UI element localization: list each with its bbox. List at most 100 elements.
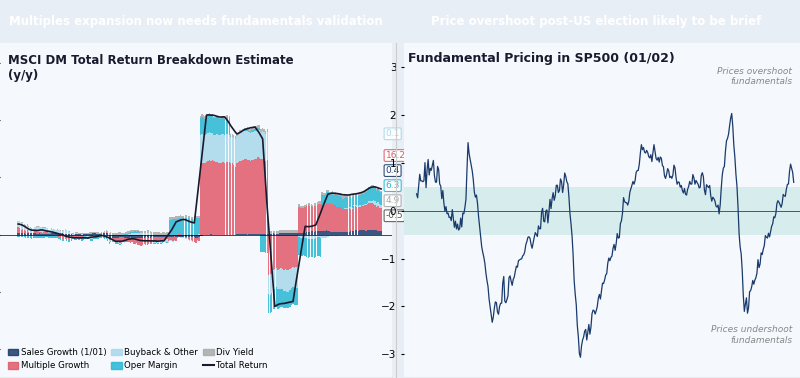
Bar (373, 184, 374, 186)
Bar (178, 216, 180, 218)
Bar (306, 232, 307, 235)
Bar (364, 204, 365, 205)
Bar (204, 163, 206, 235)
Bar (89, 232, 90, 234)
Bar (195, 238, 197, 243)
Bar (246, 160, 248, 235)
Bar (309, 235, 310, 239)
Bar (19, 233, 20, 235)
Bar (347, 209, 348, 232)
Bar (187, 215, 189, 218)
Bar (254, 126, 256, 129)
Bar (46, 234, 48, 235)
Bar (300, 208, 302, 233)
Bar (256, 132, 258, 159)
Bar (351, 195, 353, 197)
Bar (278, 269, 280, 289)
Bar (31, 228, 33, 229)
Bar (347, 198, 348, 208)
Bar (182, 235, 183, 237)
Bar (239, 133, 241, 161)
Bar (116, 232, 118, 235)
Bar (250, 129, 251, 132)
Bar (219, 118, 221, 119)
Bar (338, 207, 339, 232)
Bar (82, 235, 84, 237)
Bar (130, 235, 131, 237)
Bar (273, 233, 274, 235)
Bar (171, 217, 172, 220)
Bar (254, 234, 256, 235)
Bar (322, 231, 324, 235)
Bar (114, 235, 116, 238)
Bar (57, 233, 58, 235)
Bar (317, 237, 318, 256)
Bar (134, 230, 136, 231)
Text: 0.4: 0.4 (386, 166, 400, 175)
Bar (148, 244, 150, 245)
Bar (104, 236, 106, 239)
Bar (268, 274, 270, 294)
Bar (321, 235, 322, 238)
Bar (317, 231, 318, 235)
Bar (364, 194, 365, 204)
Bar (291, 235, 292, 268)
Bar (270, 274, 271, 295)
Bar (54, 235, 55, 238)
Bar (165, 237, 166, 240)
Bar (256, 159, 258, 234)
Bar (82, 234, 84, 235)
Bar (241, 133, 242, 161)
Bar (368, 187, 370, 189)
Bar (42, 235, 43, 239)
Bar (187, 237, 189, 239)
Bar (364, 205, 365, 231)
Bar (288, 270, 289, 292)
Bar (303, 235, 304, 237)
Bar (204, 135, 206, 163)
Bar (202, 163, 204, 235)
Bar (21, 235, 22, 237)
Bar (136, 235, 138, 238)
Bar (31, 235, 33, 239)
Bar (268, 294, 270, 313)
Bar (80, 235, 81, 237)
Bar (244, 160, 245, 234)
Bar (150, 233, 151, 235)
Bar (57, 230, 58, 233)
Bar (230, 136, 231, 163)
Bar (330, 204, 332, 232)
Bar (182, 237, 183, 238)
Bar (99, 232, 101, 234)
Bar (77, 235, 78, 237)
Bar (174, 240, 175, 241)
Bar (277, 270, 278, 290)
Bar (271, 274, 273, 293)
Bar (75, 232, 77, 233)
Bar (151, 232, 153, 235)
Text: 4.9: 4.9 (386, 196, 400, 205)
Bar (130, 234, 131, 235)
Bar (231, 134, 233, 137)
Bar (119, 237, 121, 243)
Bar (90, 234, 92, 235)
Bar (327, 235, 329, 237)
Bar (364, 192, 365, 194)
Bar (145, 233, 146, 235)
Bar (25, 226, 26, 231)
Bar (217, 117, 218, 134)
Bar (180, 234, 182, 235)
Bar (86, 236, 87, 237)
Bar (342, 199, 344, 209)
Bar (133, 233, 134, 235)
Bar (114, 242, 116, 243)
Bar (312, 235, 314, 239)
Bar (354, 206, 356, 231)
Bar (77, 232, 78, 233)
Bar (38, 233, 40, 235)
Bar (87, 233, 89, 234)
Bar (234, 167, 236, 234)
Bar (154, 232, 155, 235)
Bar (329, 194, 330, 204)
Bar (136, 230, 138, 232)
